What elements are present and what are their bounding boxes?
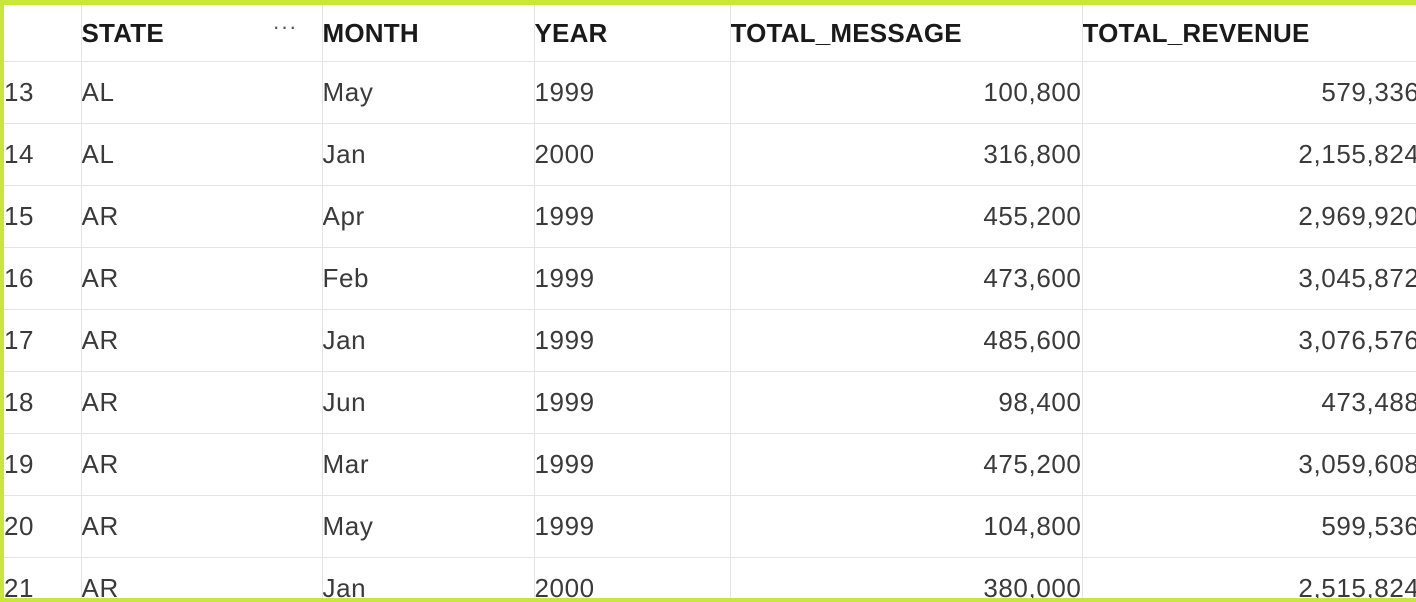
cell-state[interactable]: AL [81, 123, 323, 186]
cell-month[interactable]: Mar [322, 433, 535, 496]
row-index: 16 [4, 247, 82, 310]
cell-total-revenue[interactable]: 2,155,824 [1082, 123, 1416, 186]
cell-total-revenue[interactable]: 3,076,576 [1082, 309, 1416, 372]
cell-state[interactable]: AR [81, 557, 323, 598]
table-row[interactable]: 17 AR Jan 1999 485,600 3,076,576 [4, 309, 1416, 372]
table-row[interactable]: 13 AL May 1999 100,800 579,336 [4, 61, 1416, 124]
results-table: STATE ··· MONTH YEAR TOTAL_MESSAGE TOTAL… [4, 5, 1416, 598]
cell-month[interactable]: Jan [322, 123, 535, 186]
more-horizontal-icon[interactable]: ··· [272, 13, 298, 39]
row-index-header [4, 5, 82, 62]
row-index: 17 [4, 309, 82, 372]
table-row[interactable]: 20 AR May 1999 104,800 599,536 [4, 495, 1416, 558]
table-row[interactable]: 14 AL Jan 2000 316,800 2,155,824 [4, 123, 1416, 186]
cell-month[interactable]: Jan [322, 309, 535, 372]
cell-total-revenue[interactable]: 2,969,920 [1082, 185, 1416, 248]
row-index: 21 [4, 557, 82, 598]
column-header-state[interactable]: STATE ··· [81, 5, 323, 62]
column-header-total-message[interactable]: TOTAL_MESSAGE [730, 5, 1083, 62]
cell-total-message[interactable]: 473,600 [730, 247, 1083, 310]
cell-year[interactable]: 1999 [534, 247, 731, 310]
cell-total-message[interactable]: 104,800 [730, 495, 1083, 558]
row-index: 19 [4, 433, 82, 496]
row-index: 15 [4, 185, 82, 248]
cell-year[interactable]: 1999 [534, 185, 731, 248]
cell-month[interactable]: Feb [322, 247, 535, 310]
cell-year[interactable]: 2000 [534, 123, 731, 186]
column-header-label: STATE [81, 17, 164, 48]
cell-month[interactable]: May [322, 495, 535, 558]
cell-year[interactable]: 1999 [534, 309, 731, 372]
cell-state[interactable]: AR [81, 247, 323, 310]
cell-total-message[interactable]: 455,200 [730, 185, 1083, 248]
cell-total-message[interactable]: 380,000 [730, 557, 1083, 598]
cell-month[interactable]: Apr [322, 185, 535, 248]
cell-month[interactable]: Jun [322, 371, 535, 434]
row-index: 20 [4, 495, 82, 558]
column-header-month[interactable]: MONTH [322, 5, 535, 62]
cell-state[interactable]: AR [81, 309, 323, 372]
cell-state[interactable]: AR [81, 371, 323, 434]
cell-total-revenue[interactable]: 3,059,608 [1082, 433, 1416, 496]
row-index: 13 [4, 61, 82, 124]
row-index: 14 [4, 123, 82, 186]
table-row[interactable]: 16 AR Feb 1999 473,600 3,045,872 [4, 247, 1416, 310]
cell-total-message[interactable]: 100,800 [730, 61, 1083, 124]
cell-year[interactable]: 1999 [534, 371, 731, 434]
cell-month[interactable]: May [322, 61, 535, 124]
table-row[interactable]: 18 AR Jun 1999 98,400 473,488 [4, 371, 1416, 434]
cell-total-revenue[interactable]: 599,536 [1082, 495, 1416, 558]
cell-month[interactable]: Jan [322, 557, 535, 598]
column-header-year[interactable]: YEAR [534, 5, 731, 62]
cell-total-message[interactable]: 485,600 [730, 309, 1083, 372]
row-index: 18 [4, 371, 82, 434]
cell-year[interactable]: 2000 [534, 557, 731, 598]
cell-year[interactable]: 1999 [534, 61, 731, 124]
table-row[interactable]: 21 AR Jan 2000 380,000 2,515,824 [4, 557, 1416, 598]
cell-state[interactable]: AR [81, 495, 323, 558]
cell-state[interactable]: AR [81, 433, 323, 496]
column-header-total-revenue[interactable]: TOTAL_REVENUE [1082, 5, 1416, 62]
cell-year[interactable]: 1999 [534, 433, 731, 496]
cell-total-revenue[interactable]: 579,336 [1082, 61, 1416, 124]
cell-state[interactable]: AL [81, 61, 323, 124]
cell-total-revenue[interactable]: 2,515,824 [1082, 557, 1416, 598]
cell-state[interactable]: AR [81, 185, 323, 248]
cell-total-message[interactable]: 98,400 [730, 371, 1083, 434]
cell-total-revenue[interactable]: 473,488 [1082, 371, 1416, 434]
table-row[interactable]: 19 AR Mar 1999 475,200 3,059,608 [4, 433, 1416, 496]
header-row: STATE ··· MONTH YEAR TOTAL_MESSAGE TOTAL… [4, 5, 1416, 62]
table-row[interactable]: 15 AR Apr 1999 455,200 2,969,920 [4, 185, 1416, 248]
cell-total-message[interactable]: 316,800 [730, 123, 1083, 186]
cell-year[interactable]: 1999 [534, 495, 731, 558]
cell-total-revenue[interactable]: 3,045,872 [1082, 247, 1416, 310]
cell-total-message[interactable]: 475,200 [730, 433, 1083, 496]
